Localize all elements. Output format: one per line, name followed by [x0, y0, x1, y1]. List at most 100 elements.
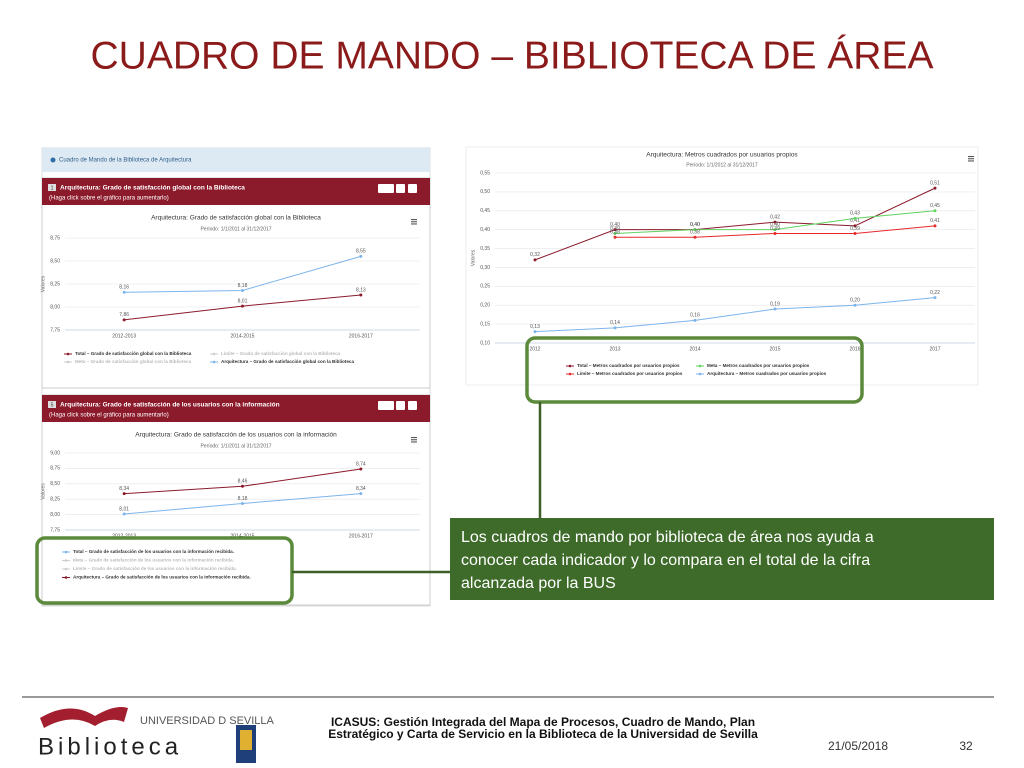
y-tick-label: 8,50 — [50, 481, 60, 487]
chart-title: Arquitectura: Grado de satisfacción glob… — [151, 215, 321, 222]
info-icon — [50, 157, 56, 163]
button[interactable] — [408, 184, 417, 193]
badge — [48, 401, 56, 408]
data-point — [853, 303, 857, 307]
data-label: 8,01 — [238, 298, 248, 304]
legend-label: Arquitectura – Metros cuadrados por usua… — [707, 371, 827, 376]
legend-label: Meta – Grado de satisfacción de los usua… — [73, 558, 234, 563]
screenshot — [465, 146, 979, 386]
x-tick-label: 2012 — [529, 346, 540, 352]
legend-label: Meta – Metros cuadrados por usuarios pro… — [707, 363, 810, 368]
y-tick-label: 0,55 — [480, 170, 490, 176]
data-point — [359, 492, 363, 496]
charts: Arquitectura: Grado de satisfacción glob… — [40, 152, 975, 580]
callout-text: alcanzada por la BUS — [461, 575, 616, 592]
menu-icon — [968, 158, 974, 160]
data-label: 8,34 — [356, 486, 366, 492]
data-point — [853, 224, 857, 228]
data-label: 8,18 — [238, 496, 248, 502]
data-label: 0,40 — [690, 222, 700, 228]
panel-frame — [41, 394, 431, 606]
data-point — [933, 296, 937, 300]
data-label: 8,18 — [238, 283, 248, 289]
logo-library: Biblioteca — [38, 733, 182, 760]
data-label: 0,40 — [610, 222, 620, 228]
data-point — [933, 209, 937, 213]
data-label: 0,20 — [850, 298, 860, 304]
data-label: 0,43 — [850, 211, 860, 217]
y-tick-label: 0,50 — [480, 189, 490, 195]
data-label: 8,13 — [356, 287, 366, 293]
data-label: 0,42 — [770, 214, 780, 220]
menu-icon — [411, 437, 417, 439]
legend-label: Límite – Grado de satisfacción de los us… — [73, 566, 237, 571]
button[interactable] — [396, 184, 405, 193]
data-point — [773, 231, 777, 235]
button[interactable] — [408, 401, 417, 410]
panel-title: Cuadro de Mando de la Biblioteca de Arqu… — [59, 158, 192, 164]
data-point — [533, 258, 537, 262]
panel-header-text: Arquitectura: Grado de satisfacción glob… — [60, 185, 245, 192]
data-label: 0,40 — [690, 222, 700, 228]
footer-date: 21/05/2018 — [828, 739, 888, 753]
y-tick-label: 7,75 — [50, 527, 60, 533]
footer-text: Estratégico y Carta de Servicio en la Bi… — [328, 727, 758, 741]
legend-label: Arquitectura – Grado de satisfacción glo… — [221, 359, 354, 364]
data-point — [613, 231, 617, 235]
logo-seal-inner — [240, 730, 252, 750]
legend-label: Total – Grado de satisfacción global con… — [75, 351, 192, 356]
data-point — [533, 330, 537, 334]
y-axis-label: Valores — [470, 249, 476, 266]
y-tick-label: 8,25 — [50, 497, 60, 503]
data-point — [773, 307, 777, 311]
footer-text: ICASUS: Gestión Integrada del Mapa de Pr… — [331, 715, 755, 729]
series-line — [534, 297, 936, 333]
data-point — [853, 216, 857, 220]
y-axis-label: Valores — [40, 483, 46, 500]
data-point — [241, 502, 244, 506]
button[interactable] — [378, 184, 394, 193]
x-tick-label: 2013 — [609, 346, 620, 352]
y-axis-label: Valores — [40, 275, 46, 292]
y-tick-label: 0,45 — [480, 208, 490, 214]
data-label: 0,32 — [530, 252, 540, 258]
y-tick-label: 8,75 — [50, 235, 60, 241]
button[interactable] — [378, 401, 394, 410]
data-label: 8,55 — [356, 249, 366, 255]
data-label: 0,51 — [930, 180, 940, 186]
menu-icon — [968, 156, 974, 158]
data-label: 0,22 — [930, 290, 940, 296]
data-point — [122, 318, 126, 322]
chart-title: Arquitectura: Metros cuadrados por usuar… — [646, 152, 798, 159]
panel-hint: (Haga click sobre el gráfico para aument… — [49, 413, 169, 419]
data-label: 8,16 — [119, 285, 129, 291]
data-label: 0,19 — [770, 301, 780, 307]
x-tick-label: 2014 — [689, 346, 700, 352]
data-point — [241, 484, 244, 488]
page-number: 32 — [959, 739, 973, 753]
logo-university: UNIVERSIDAD D SEVILLA — [140, 715, 275, 727]
button[interactable] — [396, 401, 405, 410]
data-point — [241, 304, 244, 308]
y-tick-label: 0,35 — [480, 246, 490, 252]
data-point — [933, 224, 937, 228]
legend-symbol-dot — [64, 576, 68, 579]
data-label: 8,34 — [119, 486, 129, 492]
panel-header — [42, 178, 430, 205]
data-label: 0,38 — [610, 230, 620, 236]
data-label: 8,46 — [238, 479, 248, 485]
y-tick-label: 0,40 — [480, 227, 490, 233]
chart-subtitle: Período: 1/1/2012 al 31/12/2017 — [686, 162, 758, 168]
legend-symbol-dot — [64, 550, 68, 554]
y-tick-label: 0,25 — [480, 284, 490, 290]
data-label: 0,39 — [610, 226, 620, 232]
data-label: 0,41 — [930, 218, 940, 224]
menu-icon — [968, 160, 974, 162]
y-tick-label: 8,00 — [50, 512, 60, 518]
data-point — [122, 290, 126, 294]
legend-symbol-dot — [66, 360, 70, 364]
data-label: 0,40 — [770, 222, 780, 228]
data-point — [693, 228, 697, 232]
badge — [48, 184, 56, 191]
menu-icon — [411, 441, 417, 443]
